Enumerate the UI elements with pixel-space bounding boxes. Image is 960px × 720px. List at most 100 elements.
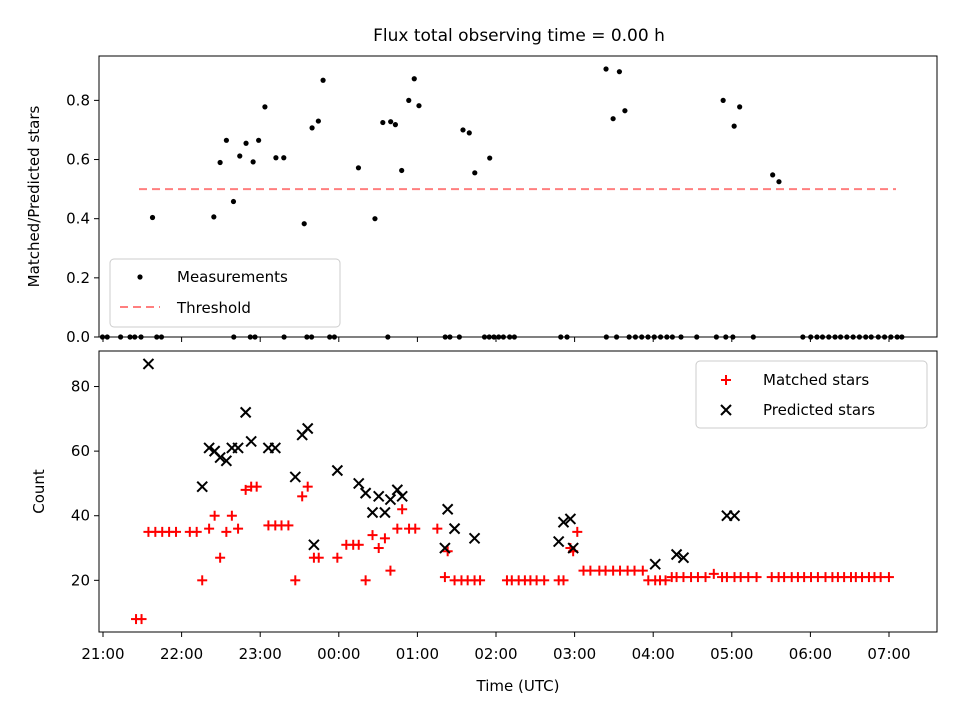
predicted-star-marker (353, 477, 365, 490)
predicted-star-marker (557, 516, 570, 528)
measurement-point (837, 334, 844, 340)
predicted-star-stroke-b (373, 490, 385, 503)
measurement-point (694, 334, 700, 340)
measurement-point (856, 334, 863, 340)
measurement-point (466, 130, 472, 136)
predicted-star-stroke-b (203, 442, 215, 454)
measurement-point (491, 334, 497, 340)
measurement-point (720, 97, 726, 103)
bottom-x-tick-label: 07:00 (867, 645, 910, 663)
bottom-x-tick-label: 05:00 (710, 645, 753, 663)
matched-star-marker (171, 526, 182, 537)
measurement-point (308, 334, 315, 340)
measurement-point (149, 214, 156, 221)
bottom-axes: 20 40 60 80 21:00 22:00 23:00 00:00 01:00 02:00 03… (30, 350, 938, 695)
predicted-star-marker (232, 442, 244, 454)
predicted-star-marker (441, 503, 454, 515)
bottom-x-tick-label: 02:00 (474, 645, 517, 663)
predicted-star-stroke-b (308, 539, 320, 551)
matched-star-marker (367, 530, 378, 541)
bottom-x-tick-label: 06:00 (789, 645, 832, 663)
measurement-point (304, 334, 310, 340)
matched-star-marker (360, 575, 371, 586)
measurement-point (309, 125, 315, 131)
measurement-point (331, 334, 337, 340)
predicted-star-marker (670, 548, 683, 561)
predicted-star-stroke-b (567, 542, 579, 554)
measurement-point (231, 334, 237, 340)
top-y-tick-label: 0.6 (66, 151, 90, 169)
measurement-point (138, 334, 144, 340)
matched-star-marker (637, 565, 648, 576)
measurement-point (273, 155, 279, 161)
measurement-point (355, 165, 362, 171)
predicted-star-marker (214, 451, 226, 464)
measurement-point (230, 198, 237, 205)
predicted-star-stroke-b (557, 516, 570, 528)
predicted-star-marker (203, 442, 215, 454)
measurement-point (281, 155, 287, 161)
predicted-star-stroke-b (196, 480, 208, 493)
measurement-point (814, 334, 820, 340)
predicted-star-stroke-b (379, 506, 391, 519)
matched-star-marker (240, 484, 251, 495)
top-y-tick-label: 0.8 (66, 91, 90, 109)
measurement-point (826, 334, 832, 340)
predicted-star-stroke-b (331, 464, 344, 477)
measurement-point (770, 172, 776, 178)
bottom-y-tick-label: 60 (71, 442, 90, 460)
predicted-star-marker (196, 480, 208, 493)
bottom-y-tick-label: 20 (71, 571, 90, 589)
measurement-point (564, 334, 570, 340)
predicted-star-stroke-b (142, 358, 155, 370)
bottom-y-tick-label: 40 (71, 507, 90, 525)
matched-star-marker (397, 504, 408, 515)
predicted-star-marker (391, 484, 404, 496)
measurement-point (737, 104, 743, 110)
predicted-star-stroke-b (269, 442, 282, 454)
predicted-star-stroke-b (552, 535, 565, 548)
predicted-star-stroke-b (670, 548, 683, 561)
measurement-point (496, 334, 502, 340)
predicted-star-stroke-b (396, 490, 408, 503)
predicted-star-stroke-b (301, 422, 314, 435)
measurement-point (380, 119, 386, 126)
predicted-star-stroke-b (245, 435, 257, 448)
measurement-point (223, 137, 230, 143)
predicted-star-stroke-b (468, 532, 481, 545)
legend-predicted-label: Predicted stars (763, 401, 875, 419)
measurement-point (664, 334, 670, 340)
matched-star-marker (191, 526, 202, 537)
legend-matched-label: Matched stars (763, 371, 869, 389)
top-axes: 0.0 0.2 0.4 0.6 0.8 Matched/Predicted stars Me… (25, 55, 938, 346)
predicted-star-stroke-b (359, 487, 372, 499)
matched-star-marker (475, 575, 486, 586)
matched-star-marker (233, 523, 244, 534)
matched-star-marker (585, 565, 596, 576)
predicted-star-stroke-b (677, 552, 690, 564)
measurement-point (117, 334, 124, 340)
measurement-point (844, 334, 850, 340)
predicted-star-marker (384, 493, 397, 506)
measurement-point (723, 334, 729, 340)
measurement-point (639, 334, 645, 340)
predicted-star-marker (301, 422, 314, 435)
measurement-point (651, 334, 657, 340)
predicted-star-marker (552, 535, 565, 548)
measurement-point (320, 77, 326, 83)
bottom-plot-frame (98, 350, 938, 633)
matched-star-marker (373, 543, 384, 554)
bottom-y-axis-label: Count (30, 469, 48, 514)
measurement-point (868, 334, 874, 340)
predicted-star-stroke-b (353, 477, 365, 490)
matched-star-marker (410, 523, 421, 534)
bottom-x-tick-label: 03:00 (553, 645, 596, 663)
measurement-point (481, 334, 488, 340)
measurement-point (301, 221, 307, 227)
matched-star-marker (751, 572, 762, 583)
top-legend-box (109, 258, 341, 328)
bottom-x-tick-label: 21:00 (81, 645, 124, 663)
measurement-point (243, 140, 249, 146)
predicted-star-stroke-b (220, 455, 233, 467)
matched-star-marker (353, 539, 364, 550)
